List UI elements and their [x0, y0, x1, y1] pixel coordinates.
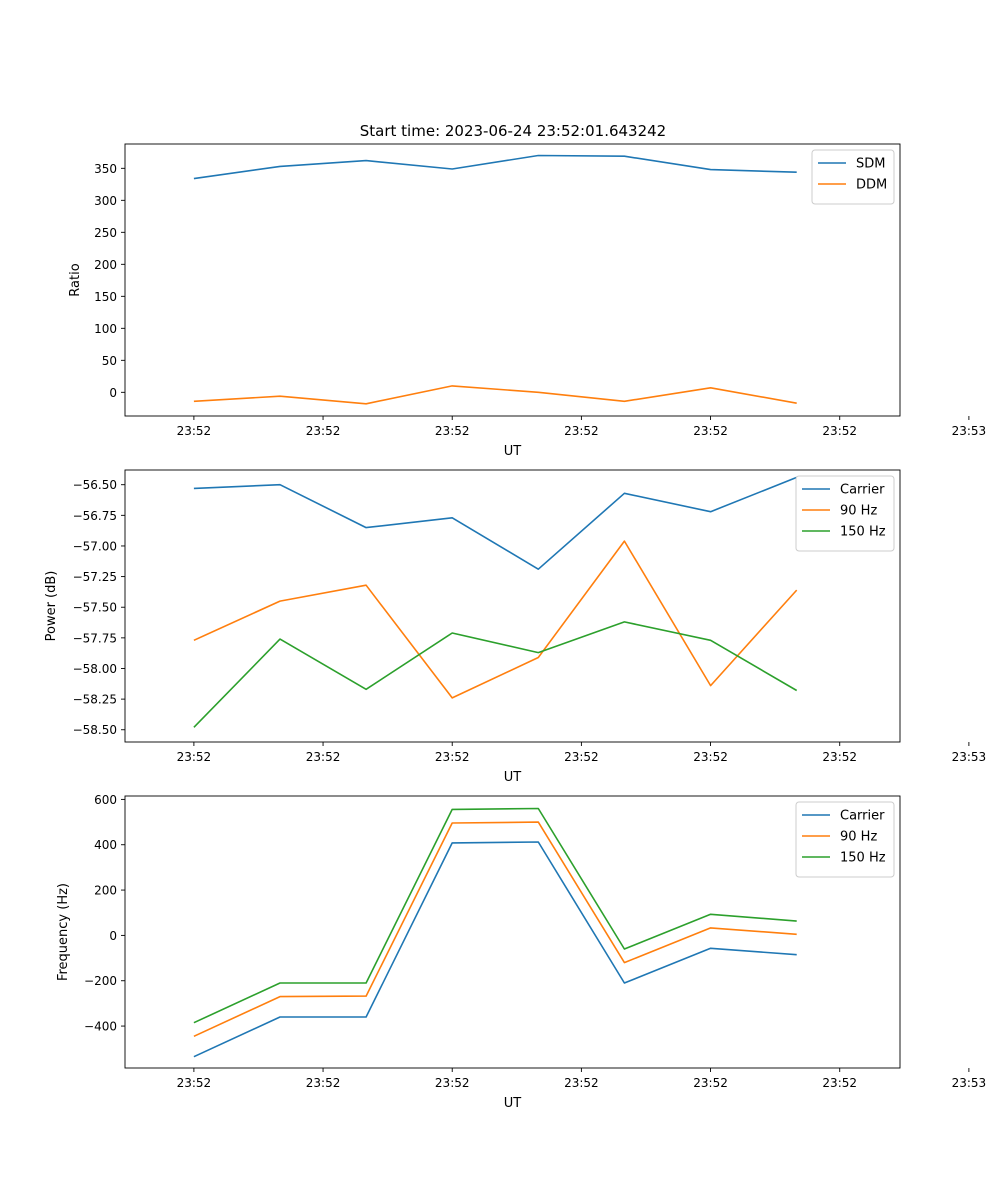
x-tick-label: 23:52	[822, 1076, 857, 1090]
y-axis-label: Ratio	[68, 263, 83, 296]
y-tick-label: −57.25	[73, 570, 117, 584]
y-tick-label: 200	[94, 258, 117, 272]
x-tick-label: 23:52	[693, 1076, 728, 1090]
legend-label: 90 Hz	[840, 504, 877, 519]
y-tick-label: −58.50	[73, 723, 117, 737]
figure-title: Start time: 2023-06-24 23:52:01.643242	[360, 122, 666, 140]
x-tick-label: 23:52	[564, 424, 599, 438]
y-tick-label: 350	[94, 162, 117, 176]
y-tick-label: −56.50	[73, 478, 117, 492]
legend-label: SDM	[856, 157, 885, 172]
legend-label: 150 Hz	[840, 851, 886, 866]
y-tick-label: −57.50	[73, 601, 117, 615]
y-tick-label: −58.00	[73, 662, 117, 676]
x-tick-label: 23:52	[177, 1076, 212, 1090]
y-tick-label: 150	[94, 290, 117, 304]
x-tick-label: 23:52	[177, 750, 212, 764]
x-tick-label: 23:52	[822, 424, 857, 438]
x-axis-label: UT	[504, 1096, 522, 1111]
x-tick-label: 23:52	[177, 424, 212, 438]
y-tick-label: −400	[84, 1020, 117, 1034]
legend-label: Carrier	[840, 483, 885, 498]
x-tick-label: 23:52	[822, 750, 857, 764]
plot-frame	[124, 795, 901, 1069]
chart-panel-1: 23:52 23:52 23:52 23:52 23:52 23:52 23:53 0 50 10…	[68, 143, 987, 459]
legend-label: DDM	[856, 178, 887, 193]
series-line-90-hz	[193, 540, 798, 699]
y-tick-label: 600	[94, 793, 117, 807]
x-tick-label: 23:52	[306, 424, 341, 438]
x-tick-label: 23:52	[693, 750, 728, 764]
x-tick-label: 23:52	[306, 750, 341, 764]
y-tick-label: 400	[94, 838, 117, 852]
y-tick-label: 0	[109, 386, 117, 400]
series-line-150-hz	[193, 807, 797, 1024]
chart-panel-3: 23:52 23:52 23:52 23:52 23:52 23:52 23:53 −400 −…	[56, 793, 986, 1111]
legend-box	[795, 475, 895, 552]
series-line-carrier	[193, 476, 797, 571]
legend-label: 150 Hz	[840, 525, 886, 540]
y-axis-label: Power (dB)	[44, 571, 59, 642]
series-line-150-hz	[193, 621, 798, 728]
series-line-90-hz	[193, 821, 797, 1038]
legend: Carrier 90 Hz 150 Hz	[795, 801, 895, 878]
y-tick-label: −57.75	[73, 631, 117, 645]
x-tick-label: 23:52	[564, 750, 599, 764]
x-tick-label: 23:52	[435, 750, 470, 764]
y-tick-label: 0	[109, 929, 117, 943]
y-axis-label: Frequency (Hz)	[56, 883, 71, 981]
legend-box	[795, 801, 895, 878]
x-tick-label: 23:52	[306, 1076, 341, 1090]
y-tick-label: −58.25	[73, 693, 117, 707]
y-tick-label: 100	[94, 322, 117, 336]
y-tick-label: −200	[84, 974, 117, 988]
y-tick-label: 250	[94, 226, 117, 240]
x-axis-label: UT	[504, 444, 522, 459]
x-tick-label: 23:52	[435, 424, 470, 438]
chart-panel-2: 23:52 23:52 23:52 23:52 23:52 23:52 23:53 −58.5…	[44, 469, 987, 785]
y-tick-label: 50	[102, 354, 117, 368]
chart-panels: 23:52 23:52 23:52 23:52 23:52 23:52 23:53 0 50 10…	[44, 143, 987, 1111]
legend-label: Carrier	[840, 809, 885, 824]
legend: Carrier 90 Hz 150 Hz	[795, 475, 895, 552]
x-axis-label: UT	[504, 770, 522, 785]
x-tick-label: 23:52	[693, 424, 728, 438]
y-tick-label: −57.00	[73, 539, 117, 553]
x-tick-label: 23:52	[564, 1076, 599, 1090]
series-line-sdm	[193, 154, 797, 180]
legend-label: 90 Hz	[840, 830, 877, 845]
legend: SDM DDM	[811, 149, 895, 205]
series-line-ddm	[193, 385, 797, 405]
x-tick-label: 23:52	[435, 1076, 470, 1090]
plot-frame	[124, 469, 901, 743]
x-tick-label: 23:53	[952, 750, 987, 764]
y-tick-label: 300	[94, 194, 117, 208]
plot-frame	[124, 143, 901, 417]
y-tick-label: −56.75	[73, 509, 117, 523]
x-tick-label: 23:53	[952, 1076, 987, 1090]
series-line-carrier	[193, 841, 797, 1058]
x-tick-label: 23:53	[952, 424, 987, 438]
y-tick-label: 200	[94, 884, 117, 898]
